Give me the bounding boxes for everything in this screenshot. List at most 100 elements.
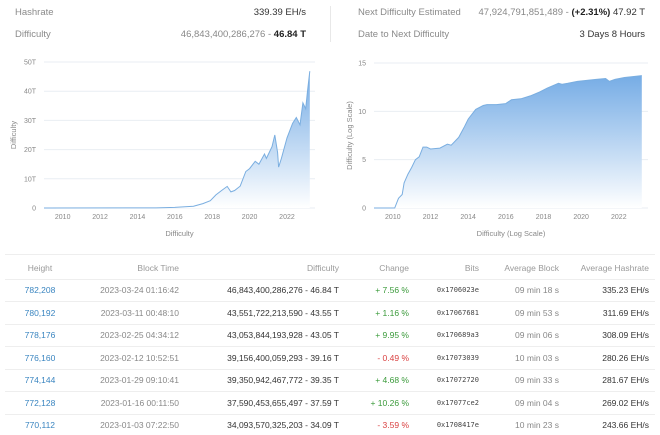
table-row: 774,144 2023-01-29 09:10:41 39,350,942,467… [5,369,655,392]
col-difficulty: Difficulty [185,257,345,280]
height-cell: 778,176 [5,324,75,347]
average-hashrate-cell: 308.09 EH/s [565,324,655,347]
difficulty-log-chart[interactable]: 0 5 10 15 2010 2012 2014 2016 2018 2020 2022 Diffic… [330,50,660,245]
y-tick-label: 30T [24,118,37,125]
col-height: Height [5,257,75,280]
col-block-time: Block Time [75,257,185,280]
difficulty-cell: 46,843,400,286,276 - 46.84 T [185,279,345,302]
stat-value: 46,843,400,286,276 - 46.84 T [181,29,306,40]
block-height-link[interactable]: 782,208 [24,285,56,296]
block-height-link[interactable]: 774,144 [24,375,56,386]
col-average-hashrate: Average Hashrate [565,257,655,280]
area-fill [44,71,310,208]
difficulty-cell: 43,551,722,213,590 - 43.55 T [185,301,345,325]
average-block-cell: 09 min 18 s [485,279,565,302]
table-header-row: Height Block Time Difficulty Change Bits… [5,257,655,280]
x-tick-label: 2016 [498,214,514,221]
height-cell: 780,192 [5,301,75,325]
x-tick-label: 2022 [611,214,627,221]
data-line [374,75,642,209]
y-tick-label: 10 [358,109,366,116]
block-time-cell: 2023-01-29 09:10:41 [75,369,185,392]
y-tick-label: 0 [362,206,366,213]
height-cell: 782,208 [5,279,75,302]
change-cell: + 1.16 % [345,301,415,325]
block-height-link[interactable]: 772,128 [24,397,56,408]
bits-cell: 0x17072720 [415,369,485,392]
height-cell: 770,112 [5,414,75,435]
block-height-link[interactable]: 776,160 [24,352,56,363]
y-axis-title: Difficulty [9,121,18,149]
next-difficulty-full: 47,924,791,851,489 [478,6,564,18]
change-cell: - 3.59 % [345,414,415,435]
block-height-link[interactable]: 778,176 [24,330,56,341]
x-tick-label: 2012 [423,214,439,221]
x-axis-title: Difficulty (Log Scale) [477,229,546,238]
difficulty-cell: 39,350,942,467,772 - 39.35 T [185,369,345,392]
table-row: 772,128 2023-01-16 00:11:50 37,590,453,655… [5,391,655,415]
area-fill [374,75,642,208]
stats-right: Next Difficulty Estimated 47,924,791,851… [358,0,645,48]
average-hashrate-cell: 269.02 EH/s [565,391,655,415]
next-difficulty-short: 47.92 T [612,6,645,18]
average-block-cell: 09 min 04 s [485,391,565,415]
change-cell: + 9.95 % [345,324,415,347]
stat-label: Next Difficulty Estimated [358,6,461,18]
average-hashrate-cell: 243.66 EH/s [565,414,655,435]
section-divider [5,254,655,255]
value-separator: - [265,28,274,40]
x-tick-label: 2010 [55,214,71,221]
x-tick-label: 2014 [460,214,476,221]
bits-cell: 0x1708417e [415,414,485,435]
difficulty-short: 46.84 T [273,28,306,40]
network-stats: Hashrate 339.39 EH/s Difficulty 46,843,4… [0,0,660,50]
stat-date-to-next: Date to Next Difficulty 3 Days 8 Hours [358,26,645,42]
average-block-cell: 10 min 03 s [485,346,565,370]
table-row: 770,112 2023-01-03 07:22:50 34,093,570,325… [5,414,655,435]
y-tick-label: 10T [24,176,37,183]
difficulty-chart[interactable]: 0 10T 20T 30T 40T 50T 2010 2012 2014 2016 2018 2020… [0,50,330,245]
y-tick-label: 0 [32,206,36,213]
change-cell: + 10.26 % [345,391,415,415]
block-time-cell: 2023-03-24 01:16:42 [75,279,185,302]
col-bits: Bits [415,257,485,280]
table-row: 780,192 2023-03-11 00:48:10 43,551,722,213… [5,301,655,325]
x-axis-title: Difficulty [165,229,193,238]
stat-label: Hashrate [15,6,54,18]
height-cell: 772,128 [5,391,75,415]
bits-cell: 0x17067681 [415,301,485,325]
x-tick-label: 2020 [573,214,589,221]
block-time-cell: 2023-02-25 04:34:12 [75,324,185,347]
y-tick-label: 15 [358,61,366,68]
difficulty-adjustments-table: Height Block Time Difficulty Change Bits… [5,257,655,435]
difficulty-cell: 39,156,400,059,293 - 39.16 T [185,346,345,370]
table-body: 782,208 2023-03-24 01:16:42 46,843,400,286… [5,279,655,435]
stat-next-difficulty: Next Difficulty Estimated 47,924,791,851… [358,4,645,20]
average-hashrate-cell: 335.23 EH/s [565,279,655,302]
stat-hashrate: Hashrate 339.39 EH/s [15,4,306,20]
height-cell: 774,144 [5,369,75,392]
average-block-cell: 09 min 06 s [485,324,565,347]
x-tick-label: 2018 [204,214,220,221]
stat-value: 3 Days 8 Hours [579,28,645,40]
average-block-cell: 10 min 23 s [485,414,565,435]
block-height-link[interactable]: 780,192 [24,307,56,318]
stats-left: Hashrate 339.39 EH/s Difficulty 46,843,4… [15,0,306,48]
table-row: 778,176 2023-02-25 04:34:12 43,053,844,193… [5,324,655,347]
stat-value: 47,924,791,851,489 - (+2.31%) 47.92 T [479,7,645,18]
change-cell: + 7.56 % [345,279,415,302]
y-axis-title: Difficulty (Log Scale) [345,101,354,170]
y-tick-label: 50T [24,60,37,67]
next-difficulty-change: (+2.31%) [571,6,611,18]
stat-difficulty: Difficulty 46,843,400,286,276 - 46.84 T [15,26,306,42]
bits-cell: 0x1706023e [415,279,485,302]
difficulty-cell: 34,093,570,325,203 - 34.09 T [185,414,345,435]
stat-label: Date to Next Difficulty [358,28,450,40]
block-height-link[interactable]: 770,112 [24,420,56,431]
difficulty-log-chart-svg: 0 5 10 15 2010 2012 2014 2016 2018 2020 2022 Diffic… [345,61,648,238]
x-tick-label: 2020 [242,214,258,221]
stat-value: 339.39 EH/s [253,6,306,18]
average-hashrate-cell: 311.69 EH/s [565,301,655,325]
bits-cell: 0x17073039 [415,346,485,370]
block-time-cell: 2023-03-11 00:48:10 [75,301,185,325]
